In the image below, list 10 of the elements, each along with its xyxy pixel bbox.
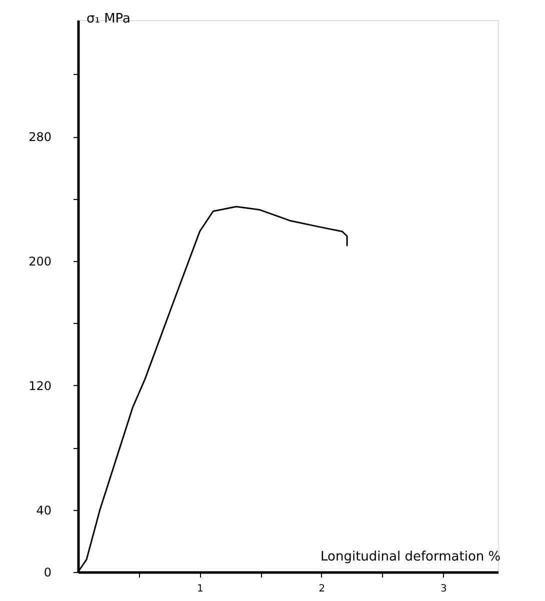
x-axis-title: Longitudinal deformation %	[320, 550, 501, 564]
y-tick-label: 280	[28, 130, 52, 144]
x-tick-label: 2	[318, 584, 326, 594]
y-tick-label: 120	[28, 378, 52, 393]
y-tick-label: 200	[28, 254, 52, 269]
y-tick-label: 40	[36, 503, 52, 518]
y-axis-title: σ₁ MPa	[86, 12, 131, 26]
y-tick-label: 0	[44, 566, 52, 580]
x-tick-label: 1	[197, 584, 204, 594]
x-tick-label: 3	[440, 584, 447, 594]
